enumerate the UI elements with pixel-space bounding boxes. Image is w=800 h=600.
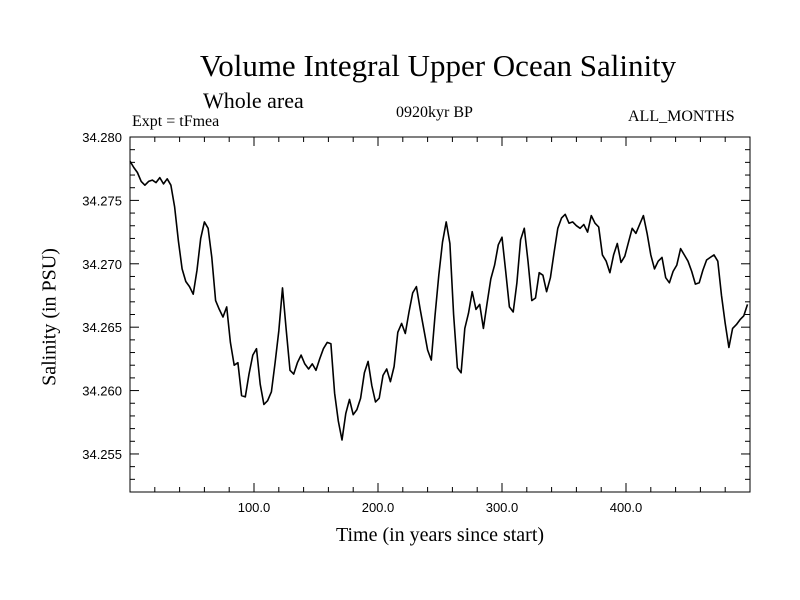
series-line [129,160,749,441]
y-tick-label: 34.260 [82,384,122,399]
y-axis-ticks: 34.255 34.260 34.265 34.270 34.275 34.280 [82,130,750,480]
experiment-label: Expt = tFmea [132,113,220,130]
x-tick-label: 100.0 [238,500,271,515]
months-label: ALL_MONTHS [628,108,735,125]
x-tick-label: 300.0 [486,500,519,515]
x-tick-label: 200.0 [362,500,395,515]
y-tick-label: 34.275 [82,193,122,208]
chart-title: Volume Integral Upper Ocean Salinity [199,48,677,83]
series-layer [129,160,749,441]
chart-subtitle: Whole area [203,88,304,113]
y-tick-label: 34.255 [82,447,122,462]
period-label: 0920kyr BP [396,104,473,121]
x-tick-label: 400.0 [610,500,643,515]
y-tick-label: 34.270 [82,257,122,272]
y-tick-label: 34.280 [82,130,122,145]
x-axis-ticks: 100.0 200.0 300.0 400.0 [154,137,726,515]
y-tick-label: 34.265 [82,320,122,335]
plot-frame [129,136,751,493]
x-axis-label: Time (in years since start) [335,524,545,546]
